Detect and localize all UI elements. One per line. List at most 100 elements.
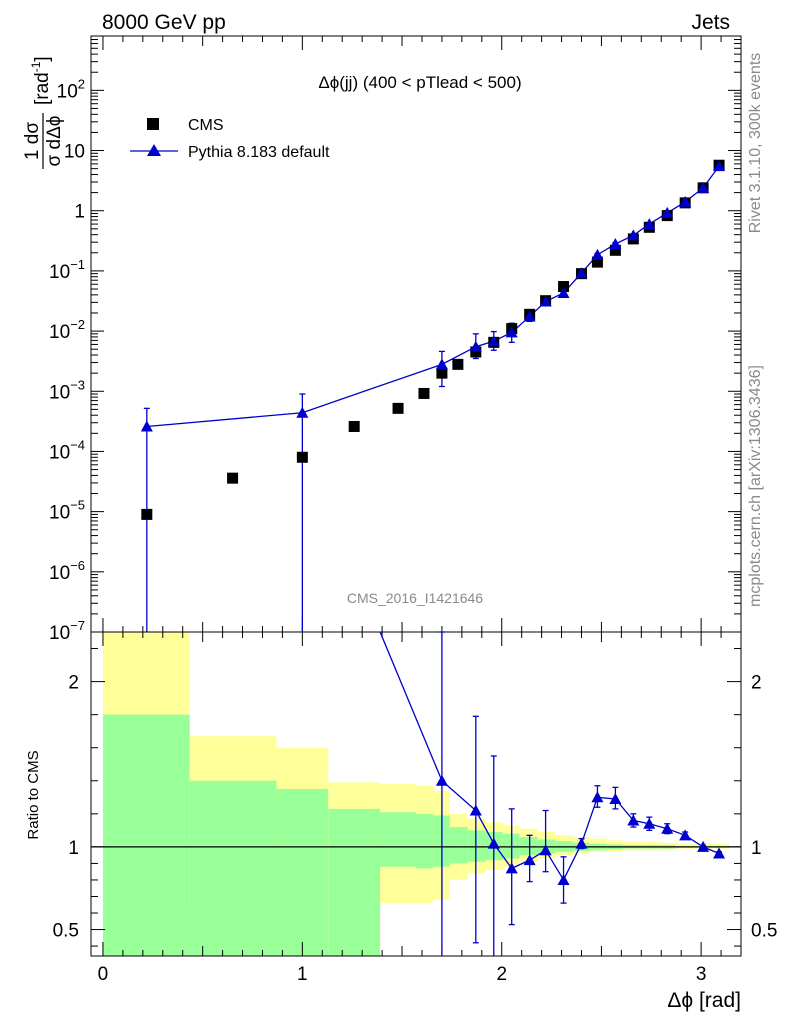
ylabel-top: 1 dσ [22, 122, 43, 160]
y-tick-exp: −7 [70, 618, 85, 633]
y-axis-title: 1 dσ σ dΔϕ [rad-1] [22, 56, 65, 169]
y-tick-base: 10 [57, 81, 78, 102]
pythia-line [146, 165, 720, 428]
ratio-point [523, 854, 536, 866]
cms-point [418, 387, 430, 399]
legend-cms-marker [147, 118, 159, 130]
pythia-point [487, 335, 500, 347]
cms-point [558, 281, 570, 293]
y-tick-exp: −5 [70, 498, 85, 513]
y-tick-label: 10−2 [49, 317, 85, 343]
y-tick-base: 10 [49, 563, 70, 584]
x-tick-label: 2 [496, 964, 507, 985]
main-series [140, 159, 726, 632]
pythia-point [140, 420, 153, 432]
band-green [519, 836, 538, 856]
ylabel-unit-close: ] [32, 56, 53, 61]
ratio-y-label-left: 1 [68, 838, 79, 859]
ylabel-bottom: σ dΔϕ [44, 116, 65, 167]
y-tick-base: 10 [49, 382, 70, 403]
band-green [276, 789, 329, 956]
ratio-bands [102, 632, 730, 956]
ratio-y-label-left: 0.5 [53, 921, 79, 942]
watermark: CMS_2016_I1421646 [347, 590, 483, 606]
y-tick-exp: −2 [70, 317, 85, 332]
ratio-point [661, 822, 674, 834]
cms-point [591, 256, 603, 268]
ratio-point [679, 829, 692, 841]
y-tick-exp: −4 [70, 437, 85, 452]
pythia-point [591, 248, 604, 260]
header-left: 8000 GeV pp [102, 11, 226, 34]
ratio-point [697, 840, 710, 852]
pythia-point [713, 160, 726, 172]
cms-point [609, 244, 621, 256]
ratio-point [627, 814, 640, 826]
band-green [467, 830, 486, 862]
pythia-point [539, 295, 552, 307]
x-tick-label: 3 [696, 964, 707, 985]
ratio-frame [90, 631, 742, 957]
band-green [449, 827, 468, 864]
y-tick-label: 10−3 [49, 377, 85, 403]
y-tick-exp: −6 [70, 558, 85, 573]
y-tick-label: 102 [57, 76, 85, 102]
ylabel-unit-exp: -1 [29, 61, 43, 72]
cms-point [452, 358, 464, 370]
ratio-point [609, 792, 622, 804]
ratio-point [643, 817, 656, 829]
ylabel-unit-text: [rad [32, 72, 53, 105]
cms-point [392, 402, 404, 414]
pythia-point [679, 195, 692, 207]
x-axis-title: Δϕ [rad] [667, 989, 741, 1012]
legend: CMS Pythia 8.183 default [130, 117, 330, 161]
ratio-y-label-left: 2 [68, 673, 79, 694]
header-right: Jets [691, 11, 730, 34]
ratio-point [713, 847, 726, 859]
ratio-point [557, 873, 570, 885]
cms-point [296, 451, 308, 463]
ratio-axes: 0 1 2 3 0.5 0.5 1 1 2 2 [53, 631, 777, 985]
ratio-point [539, 844, 552, 856]
band-green [416, 813, 433, 869]
ratio-series [379, 631, 726, 956]
ratio-ylabel: Ratio to CMS [25, 750, 42, 839]
ratio-y-label-right: 0.5 [751, 921, 777, 942]
pythia-point [523, 310, 536, 322]
ratio-line [441, 780, 720, 882]
legend-pythia-label: Pythia 8.183 default [188, 144, 330, 161]
band-green [380, 812, 416, 867]
ratio-point [435, 774, 448, 786]
pythia-point [697, 181, 710, 193]
y-tick-label: 10−6 [49, 558, 85, 584]
pythia-point [609, 237, 622, 249]
pythia-point [296, 406, 309, 418]
main-title: Δϕ(jj) (400 < pTlead < 500) [318, 73, 521, 92]
ratio-point [487, 837, 500, 849]
y-tick-label: 10−5 [49, 498, 85, 524]
pythia-point [505, 326, 518, 338]
cms-point [348, 420, 360, 432]
y-tick-base: 10 [49, 623, 70, 644]
pythia-point [661, 206, 674, 218]
ratio-y-label-right: 2 [751, 673, 762, 694]
ratio-point [505, 862, 518, 874]
x-tick-label: 0 [98, 964, 109, 985]
y-tick-label: 1 [74, 202, 85, 223]
y-tick-exp: −1 [70, 257, 85, 272]
pythia-point [469, 340, 482, 352]
x-tick-label: 1 [297, 964, 308, 985]
band-green [102, 714, 190, 956]
y-tick-label: 10−4 [49, 437, 85, 463]
pythia-point [627, 229, 640, 241]
y-tick-exp: 2 [78, 76, 85, 91]
pythia-point [557, 286, 570, 298]
rivet-label: Rivet 3.1.10, 300k events [747, 53, 764, 234]
cms-point [470, 346, 482, 358]
pythia-point [575, 267, 588, 279]
y-tick-label: 10−7 [49, 618, 85, 644]
ratio-point [575, 837, 588, 849]
ratio-point [591, 791, 604, 803]
y-tick-base: 10 [49, 262, 70, 283]
